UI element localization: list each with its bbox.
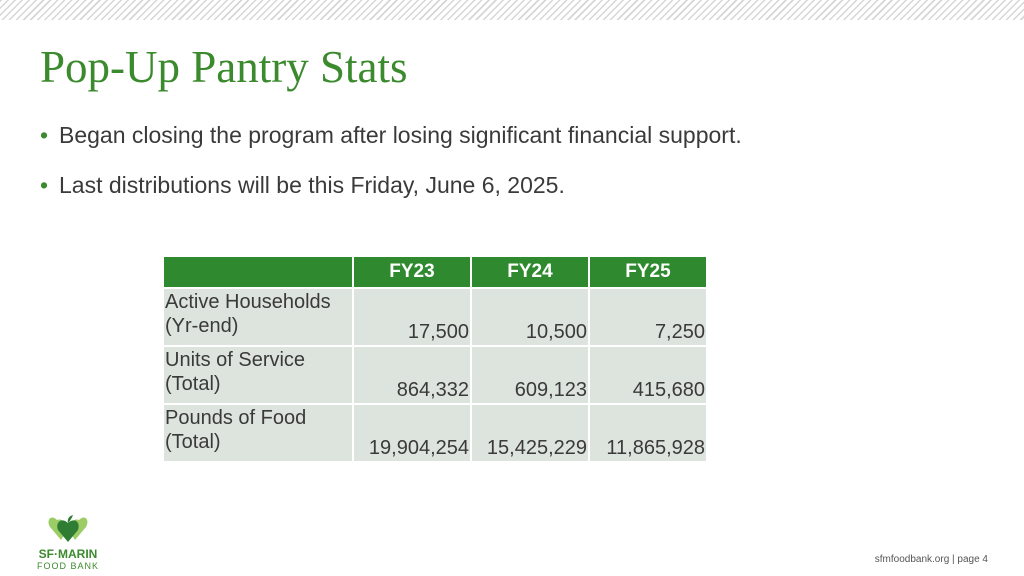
row-label-line2: (Total) (165, 431, 221, 453)
header-fy23: FY23 (354, 257, 470, 287)
row-label: Pounds of Food (Total) (164, 403, 352, 461)
table-cell: 415,680 (590, 345, 706, 403)
header-fy24: FY24 (472, 257, 588, 287)
row-label: Units of Service (Total) (164, 345, 352, 403)
bullet-item: • Began closing the program after losing … (40, 118, 742, 152)
bullet-text: Last distributions will be this Friday, … (59, 172, 565, 198)
header-fy25: FY25 (590, 257, 706, 287)
row-label-line2: (Total) (165, 373, 221, 395)
bullet-dot: • (40, 122, 49, 148)
table-row: Pounds of Food (Total) 19,904,254 15,425,… (164, 403, 706, 461)
table-cell: 609,123 (472, 345, 588, 403)
heart-leaf-icon (48, 515, 88, 542)
logo-subtitle: FOOD BANK (36, 561, 99, 571)
table-cell: 7,250 (590, 287, 706, 345)
table-header-row: FY23 FY24 FY25 (164, 257, 706, 287)
row-label-line1: Active Households (165, 291, 331, 313)
table-row: Active Households (Yr-end) 17,500 10,500 … (164, 287, 706, 345)
table-row: Units of Service (Total) 864,332 609,123 … (164, 345, 706, 403)
header-blank-cell (164, 257, 352, 287)
table-cell: 864,332 (354, 345, 470, 403)
table-cell: 15,425,229 (472, 403, 588, 461)
table-cell: 19,904,254 (354, 403, 470, 461)
bullet-dot: • (40, 172, 49, 198)
table-cell: 11,865,928 (590, 403, 706, 461)
hatched-top-banner (0, 0, 1024, 20)
logo-name: SF·MARIN (38, 547, 98, 561)
bullet-item: • Last distributions will be this Friday,… (40, 168, 742, 202)
slide-title: Pop-Up Pantry Stats (40, 42, 408, 92)
sf-marin-logo: SF·MARIN FOOD BANK (36, 512, 100, 571)
row-label: Active Households (Yr-end) (164, 287, 352, 345)
table-cell: 10,500 (472, 287, 588, 345)
footer-text: sfmfoodbank.org | page 4 (874, 554, 988, 565)
row-label-line1: Units of Service (165, 349, 306, 371)
stats-table: FY23 FY24 FY25 Active Households (Yr-end)… (162, 257, 708, 461)
row-label-line1: Pounds of Food (165, 407, 307, 429)
row-label-line2: (Yr-end) (165, 315, 239, 337)
bullet-list: • Began closing the program after losing … (40, 118, 742, 218)
table-cell: 17,500 (354, 287, 470, 345)
bullet-text: Began closing the program after losing s… (59, 122, 742, 148)
